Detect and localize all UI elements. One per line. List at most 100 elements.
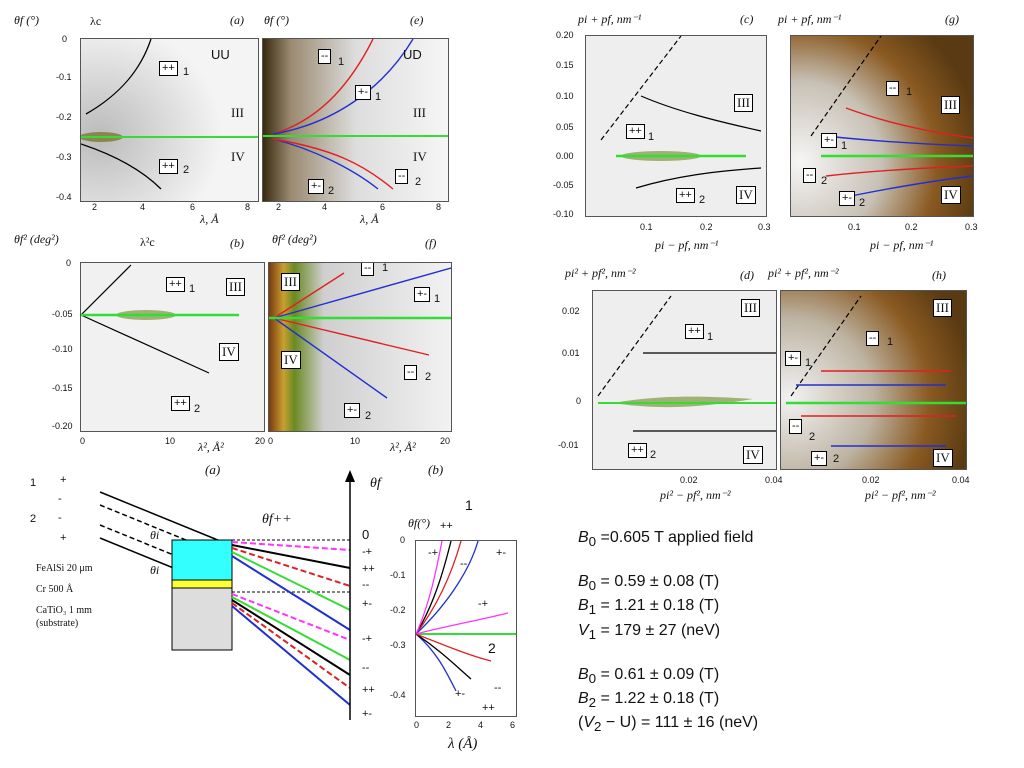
curve-mp2 [416,612,509,635]
xtick: 4 [478,720,484,730]
ytick: -0.1 [56,72,72,82]
curve-mm1 [845,107,973,139]
ytick: -0.2 [56,112,72,122]
state-label: -+ [362,546,373,558]
subscript: 2 [594,719,602,735]
beam2-plus: + [60,532,67,544]
panel-b-marker: λ²c [140,235,155,249]
curve-pm2 [416,633,457,692]
xtick: 0.1 [848,222,861,232]
panel-a-marker: λc [90,14,102,28]
tag-UU: UU [211,47,230,62]
ytick: 0 [62,34,68,44]
box-idx: 2 [328,185,335,197]
box-mm1: -- [886,81,900,96]
panel-g-plot: III IV -- 1 +- 1 -- 2 +- 2 [790,35,974,217]
panel-e-svg [263,39,448,201]
theta-f-label: θf++ [262,512,292,527]
panel-e-plot: III IV UD -- 1 +- 1 -- 2 +- 2 [262,38,449,202]
box-idx: 1 [707,331,714,343]
region-IV: IV [219,343,239,361]
box-mm1: -- [361,263,375,276]
panel-g-ylabel: pi + pf, nm⁻¹ [778,12,842,26]
out-specular2 [231,596,351,661]
box-mm2: -- [789,419,803,434]
panel-d-svg [597,295,776,432]
xtick: 2 [92,202,98,212]
paren: ( [578,714,584,732]
curve-mm2 [416,633,492,662]
box-idx: 2 [859,197,866,209]
region-IV: IV [941,186,961,204]
ytick: -0.3 [390,640,406,650]
ytick: -0.01 [558,440,579,450]
curve-mp1 [416,541,443,635]
layer-feAlSi: FeAlSi 20 μm [36,563,93,574]
panel-a-letter: (a) [230,13,244,27]
value-text: − U) = 111 ± 16 (neV) [601,714,759,732]
box-idx: 2 [650,449,657,461]
beam1-upper [99,491,231,546]
ytick: -0.4 [390,690,406,700]
curve-pm2 [850,175,973,197]
inset-tag: ++ [482,702,495,714]
beam2-minus: - [58,512,62,524]
axis-arrow-icon [345,470,355,482]
line-pm1 [273,267,451,319]
region-IV: IV [413,149,427,164]
curve-mm2 [825,165,973,177]
subscript: 0 [588,578,597,594]
inset-xlabel: λ (Å) [448,736,478,752]
axis-label: θf [370,476,381,491]
ytick: -0.15 [52,383,73,393]
panel-d-letter: (d) [740,268,754,282]
out-specular1 [231,551,351,611]
xtick: 0 [268,436,274,446]
state-label: ++ [362,684,375,696]
panel-b-ylabel: θf² (deg²) [14,232,59,246]
region-III: III [933,299,952,317]
beam1-minus: - [58,493,62,505]
state-label: ++ [362,563,375,575]
line-pp1 [81,264,132,316]
line-mm2 [273,317,430,356]
inset-label-1: 1 [465,497,473,513]
box-pp1: ++ [159,61,178,76]
xtick: 10 [350,436,361,446]
dashed-line [810,36,882,137]
region-III: III [734,94,753,112]
out-mp1 [231,541,351,551]
curve-pp1 [416,541,452,635]
curve-mm2 [272,138,394,190]
dashed-line [790,295,862,397]
applied-field-line: B0 =0.605 T applied field [578,528,758,552]
curve-mm1 [416,541,462,635]
subscript: 2 [588,695,597,711]
region-III: III [226,278,245,296]
ytick: 0.10 [556,91,574,101]
panel-b-svg [81,264,239,374]
box-idx: 1 [887,336,894,348]
fit1-b0: B0 = 0.59 ± 0.08 (T) [578,572,758,596]
box-idx: 2 [194,403,201,415]
out-pp1 [231,544,351,569]
ytick: 0 [576,396,582,406]
state-label: -- [362,662,370,674]
panel-f-ylabel: θf² (deg²) [272,232,317,246]
box-idx: 1 [382,262,389,274]
out-mm1 [231,547,351,587]
ytick: -0.05 [553,180,574,190]
curve-pp1 [85,39,152,115]
xtick: 6 [510,720,516,730]
region-III: III [413,105,426,120]
panel-h-svg [781,291,966,469]
panel-b-xlabel: λ², Å² [198,440,224,454]
beam2-label: 2 [30,513,37,525]
ytick: -0.10 [52,344,73,354]
panel-f-plot: III IV -- 1 +- 1 -- 2 +- 2 [268,262,452,432]
inset-tag: -+ [478,598,489,610]
state-label: +- [362,708,373,720]
out-pp2 [231,599,351,676]
inset-ylabel: θf(°) [408,516,431,530]
beam1-label: 1 [30,477,37,489]
